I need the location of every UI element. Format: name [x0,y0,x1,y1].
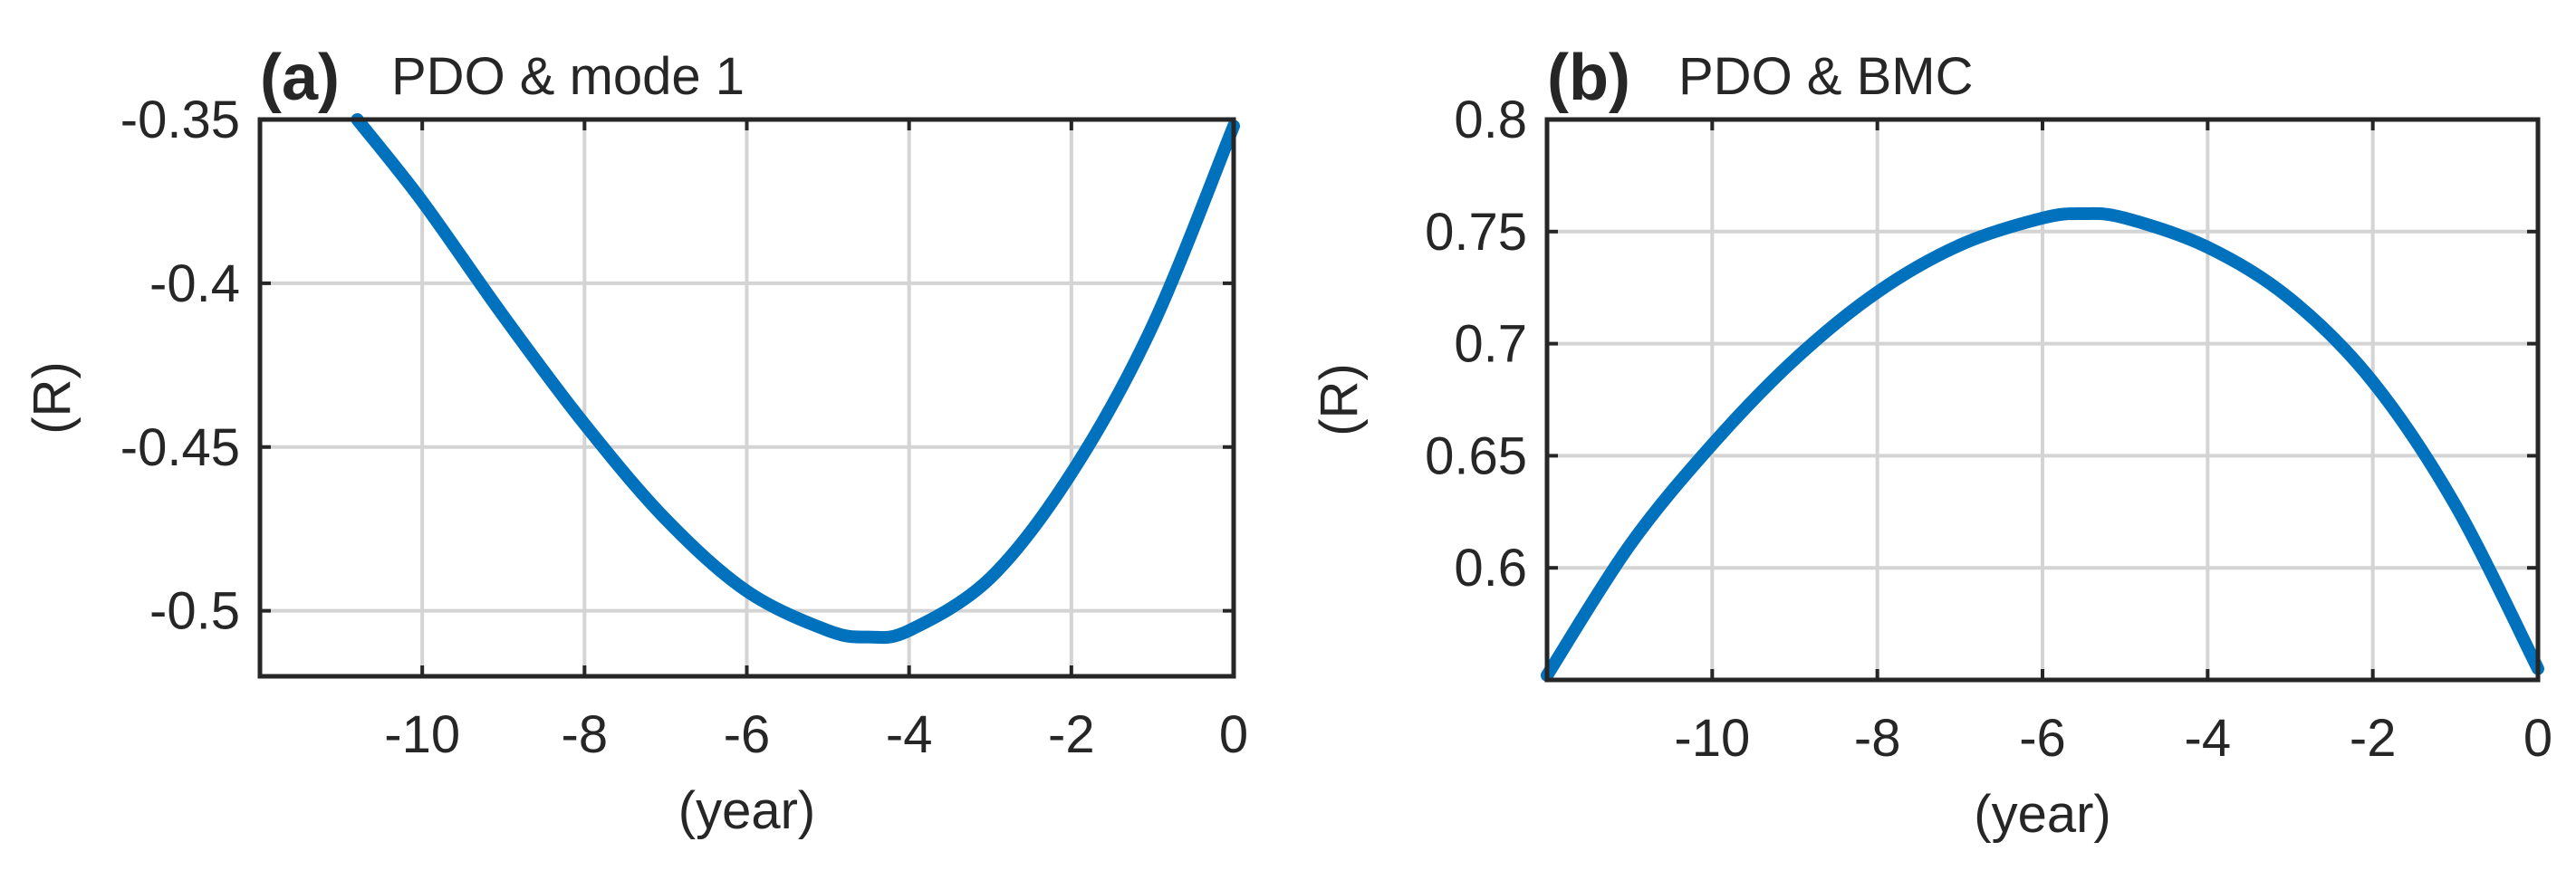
panel-a-x-tick-label-0: -10 [384,705,460,764]
panel-a-x-tick-label-2: -6 [724,705,771,764]
panel-b-x-tick-label-5: 0 [2523,709,2552,768]
panel-b-y-tick-label-3: 0.75 [1425,203,1527,262]
panel-b-x-tick-label-2: -6 [2019,709,2066,768]
panel-b-x-tick-label-4: -2 [2350,709,2397,768]
panel-a-x-axis-label: (year) [678,781,815,840]
panel-a-series-line-0 [351,113,1240,645]
panel-b-panel-letter: (b) [1547,42,1630,114]
panel-b-series-line-0 [1541,206,2544,682]
panel-b-y-tick-label-0: 0.6 [1454,539,1527,598]
panel-a-x-tick-label-3: -4 [886,705,933,764]
panel-b-y-tick-label-4: 0.8 [1454,91,1527,149]
panel-a-y-axis-label: (R) [23,361,82,435]
panel-b-y-tick-label-2: 0.7 [1454,315,1527,374]
panel-a-x-tick-label-4: -2 [1048,705,1095,764]
panel-a-panel-letter: (a) [260,42,340,114]
panel-b-x-tick-label-0: -10 [1674,709,1750,768]
panel-a-x-tick-label-1: -8 [562,705,609,764]
panel-a-y-tick-label-0: -0.35 [120,91,240,149]
panel-b-x-tick-label-1: -8 [1854,709,1901,768]
panel-a-y-tick-label-2: -0.45 [120,418,240,477]
panel-a-y-tick-label-3: -0.5 [149,582,240,641]
panel-a-title: PDO & mode 1 [391,47,745,106]
panel-b-x-axis-label: (year) [1974,785,2110,844]
panel-a-chart: -10 -8 -6 -4 -2 0 -0.35 -0.4 -0.45 -0.5 (year) (R) (… [23,42,1248,840]
panel-b-x-tick-label-3: -4 [2185,709,2232,768]
panel-b-y-tick-label-1: 0.65 [1425,426,1527,485]
panel-b-y-axis-label: (R) [1310,363,1369,436]
panel-a-y-tick-label-1: -0.4 [149,254,240,313]
panel-a-x-tick-label-5: 0 [1219,705,1248,764]
panel-b-chart: -10 -8 -6 -4 -2 0 0.6 0.65 0.7 0.75 0.8 (year) (R) (b… [1310,42,2552,844]
panel-b-title: PDO & BMC [1678,47,1974,106]
